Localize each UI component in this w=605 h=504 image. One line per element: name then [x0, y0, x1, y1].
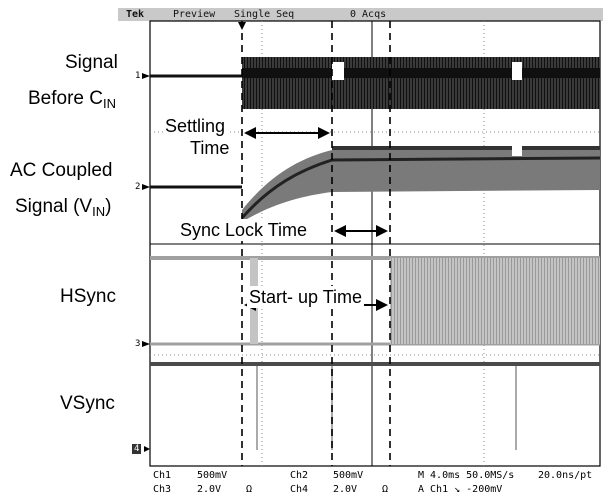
ch4-trace: [150, 362, 600, 450]
vsync-label: VSync: [60, 393, 115, 414]
sync-lock-time-label: Sync Lock Time: [178, 219, 310, 241]
status-ch4-scale: 2.0V: [333, 484, 358, 495]
status-ch2-name: Ch2: [290, 470, 309, 481]
ch4-ground-icon: [144, 446, 150, 452]
status-ch2-scale: 500mV: [333, 470, 364, 481]
ch3-ground-icon: [142, 341, 150, 347]
ch4-marker: 4: [132, 444, 142, 454]
ac-coupled-label-2: Signal (VIN): [15, 196, 111, 223]
vsync-pulse: [256, 366, 258, 450]
status-resolution: 20.0ns/pt: [538, 470, 593, 481]
status-ch1-name: Ch1: [153, 470, 172, 481]
ac-coupled-line1: AC Coupled: [10, 160, 113, 181]
status-ch3-scale: 2.0V: [197, 484, 222, 495]
ch1-marker: 1: [135, 71, 141, 81]
signal-before-sub: IN: [102, 96, 116, 111]
ac-coupled-close: ): [105, 196, 112, 217]
hsync-label: HSync: [60, 286, 116, 307]
status-timebase: M 4.0ms 50.0MS/s: [418, 470, 515, 481]
ch1-active-band: [242, 57, 600, 109]
signal-before-line2: Before C: [28, 88, 103, 109]
signal-before-label-2: Before CIN: [28, 88, 116, 115]
status-ch3-name: Ch3: [153, 484, 172, 495]
status-ch1-scale: 500mV: [197, 470, 228, 481]
channel-arrows: [142, 73, 150, 452]
startup-time-label: Start- up Time: [247, 286, 365, 308]
ac-coupled-line2: Signal (V: [15, 196, 93, 217]
ch3-burst-locked: [390, 258, 600, 344]
ch3-trace: [150, 256, 600, 346]
settling-time-label-2: Time: [188, 137, 232, 159]
status-ch4-name: Ch4: [290, 484, 309, 495]
ch1-trace: [150, 57, 600, 109]
ch2-marker: 2: [135, 182, 141, 192]
acq-count-label: 0 Acqs: [350, 9, 387, 20]
ch1-ground-icon: [142, 73, 150, 79]
settling-time-label-1: Settling: [163, 115, 228, 137]
signal-before-label: Signal: [65, 52, 118, 74]
trigger-marker-icon: [238, 22, 246, 30]
status-ch4-coupling: Ω: [382, 484, 389, 495]
ac-coupled-label: AC Coupled: [10, 160, 112, 182]
scope-header-bar: Tek Preview Single Seq 0 Acqs: [118, 8, 603, 21]
acq-mode-label: Single Seq: [234, 9, 295, 20]
status-ch3-coupling: Ω: [246, 484, 253, 495]
status-trigger: A Ch1 ↘ -200mV: [418, 484, 503, 495]
brand-label: Tek: [126, 9, 145, 20]
event-markers: [238, 21, 391, 466]
mode-label: Preview: [173, 9, 216, 20]
ch2-ground-icon: [142, 184, 150, 190]
vsync-pulse: [515, 366, 517, 450]
ac-coupled-sub: IN: [92, 204, 106, 219]
ch3-marker: 3: [135, 339, 141, 349]
signal-before-line1: Signal: [65, 52, 118, 73]
